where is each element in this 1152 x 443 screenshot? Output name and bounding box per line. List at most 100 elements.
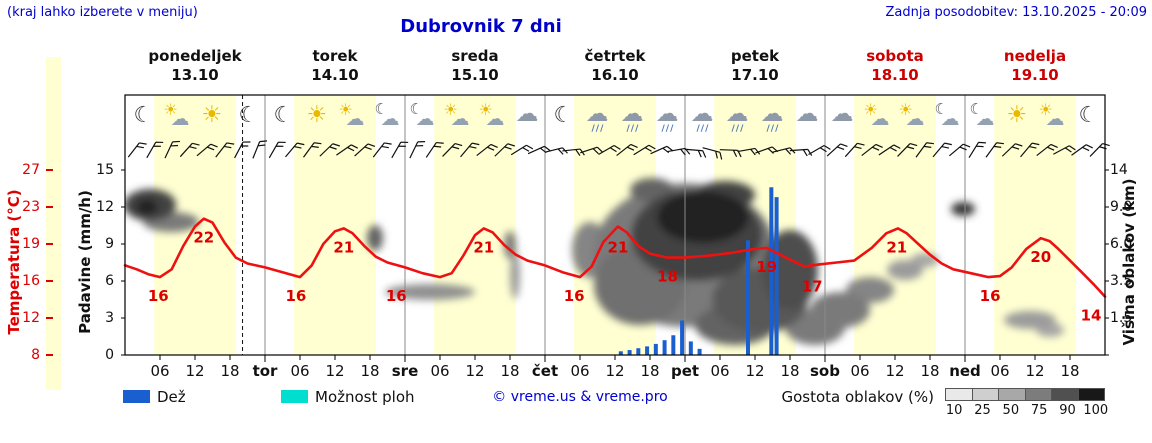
day-date: 16.10 bbox=[591, 66, 639, 84]
precip-axis-tick: 6 bbox=[105, 273, 114, 289]
wind-barb-icon bbox=[861, 143, 883, 157]
temp-axis-title: Temperatura (°C) bbox=[5, 189, 23, 335]
sun-cloud-icon-part bbox=[171, 110, 190, 129]
wind-barb-icon bbox=[354, 143, 376, 157]
day-header-petek: petek 17.10 bbox=[685, 47, 825, 85]
wind-barb-icon bbox=[146, 141, 164, 159]
temp-strip-tick bbox=[46, 280, 53, 282]
day-name: petek bbox=[730, 47, 780, 65]
day-date: 14.10 bbox=[311, 66, 359, 84]
moon-icon-part bbox=[554, 105, 574, 127]
day-abbrev-label: tor bbox=[252, 362, 278, 380]
sun-cloud-icon bbox=[860, 101, 896, 133]
cloud-icon-part bbox=[796, 103, 819, 126]
svg-text:22: 22 bbox=[193, 229, 214, 247]
cloud-axis-tick: 14 bbox=[1110, 162, 1128, 178]
wind-barb-icon bbox=[268, 141, 286, 159]
moon-icon bbox=[265, 101, 301, 133]
wind-barb-icon bbox=[252, 140, 268, 159]
time-tick-label: 18 bbox=[640, 362, 660, 380]
day-header-sobota: sobota 18.10 bbox=[825, 47, 965, 85]
wind-barb-icon bbox=[684, 148, 707, 158]
day-header-četrtek: četrtek 16.10 bbox=[545, 47, 685, 85]
wind-barb-icon bbox=[409, 141, 426, 159]
wind-barb-icon bbox=[1053, 145, 1076, 155]
day-date: 19.10 bbox=[1011, 66, 1059, 84]
sun-cloud-icon bbox=[440, 101, 476, 133]
rain-icon-part bbox=[761, 103, 784, 126]
precip-axis-tick: 3 bbox=[105, 310, 114, 326]
temp-axis-tick: 16 bbox=[22, 273, 40, 289]
day-name: sreda bbox=[451, 47, 499, 65]
wind-barb-icon bbox=[442, 142, 463, 157]
density-level-label: 100 bbox=[1083, 403, 1109, 418]
time-tick-label: 06 bbox=[150, 362, 170, 380]
temp-strip-tick bbox=[46, 317, 53, 319]
wind-barb-icon bbox=[1001, 143, 1023, 157]
time-tick-label: 12 bbox=[465, 362, 485, 380]
wind-barb-icon bbox=[494, 143, 515, 157]
moon-icon bbox=[125, 101, 161, 133]
day-header-ponedeljek: ponedeljek 13.10 bbox=[125, 47, 265, 85]
time-tick-label: 18 bbox=[780, 362, 800, 380]
temp-strip-tick bbox=[46, 243, 53, 245]
cloud-moon-icon-part bbox=[976, 110, 995, 129]
svg-text:16: 16 bbox=[148, 287, 169, 305]
time-tick-label: 18 bbox=[220, 362, 240, 380]
density-swatch-75 bbox=[1025, 389, 1052, 400]
day-name: četrtek bbox=[584, 47, 646, 65]
precip-axis-tick: 12 bbox=[96, 199, 114, 215]
axis-ticks bbox=[121, 169, 1109, 362]
day-header-nedelja: nedelja 19.10 bbox=[965, 47, 1105, 85]
cloud-axis-tick: 3.5 bbox=[1110, 273, 1133, 289]
wind-barb-icon bbox=[127, 142, 147, 158]
svg-text:17: 17 bbox=[802, 277, 823, 295]
sun-cloud-icon-part bbox=[906, 110, 925, 129]
precip-axis-tick: 15 bbox=[96, 162, 114, 178]
svg-text:14: 14 bbox=[1081, 307, 1102, 325]
time-tick-label: 06 bbox=[990, 362, 1010, 380]
page-title: Dubrovnik 7 dni bbox=[400, 16, 562, 37]
wind-barb-icon bbox=[932, 142, 952, 158]
rain-icon-part bbox=[656, 103, 679, 126]
time-tick-label: 06 bbox=[570, 362, 590, 380]
wind-barb-icon bbox=[878, 144, 901, 156]
meteogram-plot: 16 22 16 21 16 21 16 21 18 19 17 21 16 20 14 bbox=[121, 94, 1110, 362]
temperature-labels: 16 22 16 21 16 21 16 21 18 19 17 21 16 20 14 bbox=[148, 229, 1102, 325]
menu-hint: (kraj lahko izberete v meniju) bbox=[7, 5, 198, 20]
moon-icon bbox=[1070, 101, 1106, 133]
wind-barb-icon bbox=[215, 142, 235, 158]
wind-barb-icon bbox=[737, 147, 761, 156]
cloud-density-label: Gostota oblakov (%) bbox=[781, 388, 934, 406]
credit-link[interactable]: © vreme.us & vreme.pro bbox=[492, 389, 668, 405]
rain-icon bbox=[615, 101, 651, 133]
time-tick-label: 18 bbox=[360, 362, 380, 380]
density-swatch-100 bbox=[1078, 389, 1104, 400]
rain-icon bbox=[650, 101, 686, 133]
rain-icon-part bbox=[691, 103, 714, 126]
temp-strip-tick bbox=[46, 206, 53, 208]
wind-barb-icon bbox=[179, 142, 200, 158]
svg-text:19: 19 bbox=[756, 258, 777, 276]
density-swatch-50 bbox=[999, 389, 1026, 400]
day-name: ponedeljek bbox=[148, 47, 242, 65]
wind-barb-icon bbox=[1036, 143, 1058, 157]
rain-icon bbox=[720, 101, 756, 133]
sun-cloud-icon bbox=[1035, 101, 1071, 133]
cloud-axis-tick: 6.0 bbox=[1110, 236, 1133, 252]
svg-text:21: 21 bbox=[473, 238, 494, 256]
day-abbrev-label: sob bbox=[810, 362, 840, 380]
density-level-label: 10 bbox=[945, 403, 963, 418]
density-swatch-10 bbox=[946, 389, 973, 400]
moon-icon-part bbox=[239, 105, 259, 127]
time-tick-label: 12 bbox=[605, 362, 625, 380]
wind-barb-icon bbox=[1089, 142, 1110, 157]
wind-barb-icon bbox=[702, 147, 723, 160]
wind-barb-icon bbox=[460, 142, 480, 158]
wind-barb-icon bbox=[633, 144, 656, 156]
wind-barbs bbox=[127, 140, 1110, 160]
wind-barb-icon bbox=[580, 146, 604, 155]
rain-icon-part bbox=[662, 125, 675, 134]
sun-cloud-icon-part bbox=[346, 110, 365, 129]
